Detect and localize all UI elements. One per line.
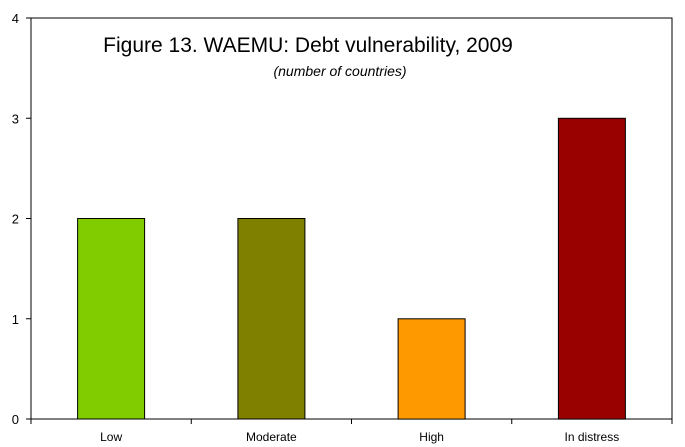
x-tick-label: High [419,430,444,444]
bar-high [397,318,466,420]
bar-in-distress [557,117,626,420]
y-axis: 0 1 2 3 4 [12,11,31,427]
y-tick-label: 3 [12,111,19,126]
x-tick-label: Moderate [246,430,297,444]
x-tick-label: In distress [565,430,620,444]
bar-moderate [237,218,306,420]
y-tick-label: 2 [12,212,19,227]
y-tick-label: 1 [12,312,19,327]
y-tick-label: 0 [12,412,19,427]
chart-title: Figure 13. WAEMU: Debt vulnerability, 20… [103,34,513,57]
bar-low [77,218,146,420]
y-tick-label: 4 [12,11,19,26]
x-axis: Low Moderate High In distress [30,419,673,444]
x-tick-label: Low [100,430,122,444]
chart-subtitle: (number of countries) [273,63,406,79]
bars-group [77,117,626,420]
